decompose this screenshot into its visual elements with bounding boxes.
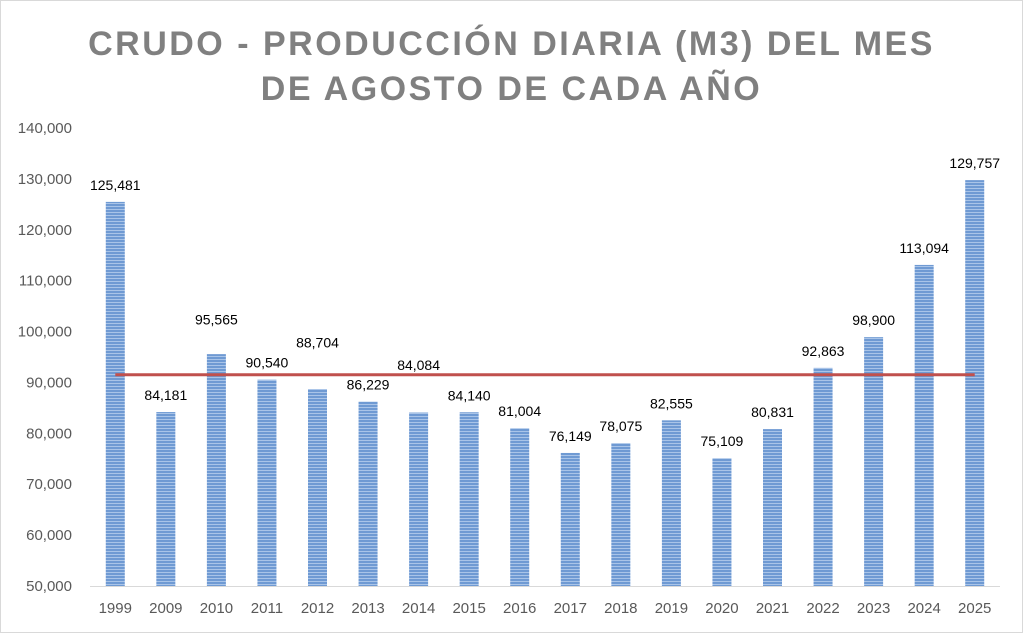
x-tick-label: 2019 bbox=[655, 600, 688, 617]
data-label: 129,757 bbox=[949, 155, 1000, 171]
data-label: 82,555 bbox=[650, 395, 693, 411]
data-label: 84,084 bbox=[397, 357, 440, 373]
chart-title-line-1: CRUDO - PRODUCCIÓN DIARIA (M3) DEL MES bbox=[88, 25, 935, 63]
data-labels: 125,481 84,181 95,565 90,540 88,704 86,229 84,… bbox=[90, 155, 1000, 449]
bar bbox=[409, 412, 429, 586]
data-label: 113,094 bbox=[899, 240, 949, 256]
bar bbox=[459, 412, 479, 586]
data-label: 95,565 bbox=[195, 311, 238, 327]
x-tick-label: 2015 bbox=[452, 600, 485, 617]
y-tick-label: 130,000 bbox=[18, 171, 72, 188]
data-label: 88,704 bbox=[296, 335, 339, 351]
data-label: 86,229 bbox=[347, 377, 390, 393]
x-tick-label: 2020 bbox=[705, 600, 738, 617]
data-label: 78,075 bbox=[599, 418, 642, 434]
y-tick-label: 120,000 bbox=[18, 222, 72, 239]
x-tick-label: 2014 bbox=[402, 600, 435, 617]
y-tick-label: 140,000 bbox=[18, 120, 72, 137]
data-label: 98,900 bbox=[852, 312, 895, 328]
x-tick-label: 1999 bbox=[99, 600, 132, 617]
x-axis: 1999 2009 2010 2011 2012 2013 2014 2015 2016 2017… bbox=[90, 586, 1000, 617]
x-tick-label: 2023 bbox=[857, 600, 890, 617]
x-tick-label: 2024 bbox=[907, 600, 940, 617]
bar bbox=[661, 420, 681, 586]
bar bbox=[914, 264, 934, 586]
chart-title: CRUDO - PRODUCCIÓN DIARIA (M3) DEL MES D… bbox=[0, 22, 1023, 112]
bar bbox=[206, 354, 226, 586]
bar bbox=[257, 379, 277, 586]
x-tick-label: 2016 bbox=[503, 600, 536, 617]
bar bbox=[308, 389, 327, 586]
bars bbox=[105, 180, 985, 587]
x-tick-label: 2010 bbox=[200, 600, 233, 617]
y-tick-label: 100,000 bbox=[18, 324, 72, 341]
bar bbox=[358, 401, 378, 586]
x-tick-label: 2021 bbox=[756, 600, 789, 617]
chart-title-line-2: DE AGOSTO DE CADA AÑO bbox=[260, 70, 763, 108]
data-label: 92,863 bbox=[802, 343, 845, 359]
data-label: 81,004 bbox=[498, 403, 541, 419]
x-tick-label: 2018 bbox=[604, 600, 637, 617]
bar bbox=[965, 180, 985, 586]
bar bbox=[864, 337, 884, 586]
x-tick-label: 2011 bbox=[251, 600, 283, 617]
data-label: 84,181 bbox=[144, 387, 187, 403]
data-label: 90,540 bbox=[246, 355, 289, 371]
x-tick-label: 2009 bbox=[149, 600, 182, 617]
x-tick-label: 2013 bbox=[351, 600, 384, 617]
bar bbox=[510, 428, 530, 586]
bar bbox=[813, 367, 833, 586]
data-label: 80,831 bbox=[751, 404, 794, 420]
y-axis: 50,000 60,000 70,000 80,000 90,000 100,000 110… bbox=[18, 120, 72, 595]
bar bbox=[156, 412, 176, 586]
y-tick-label: 80,000 bbox=[26, 425, 72, 442]
y-tick-label: 110,000 bbox=[19, 273, 72, 290]
bar bbox=[105, 201, 125, 587]
data-label: 76,149 bbox=[549, 428, 592, 444]
y-tick-label: 70,000 bbox=[26, 476, 72, 493]
x-tick-label: 2022 bbox=[806, 600, 839, 617]
y-tick-label: 50,000 bbox=[26, 578, 72, 595]
x-tick-label: 2025 bbox=[958, 600, 991, 617]
bar bbox=[611, 443, 631, 586]
y-tick-label: 60,000 bbox=[26, 527, 72, 544]
bar bbox=[763, 429, 782, 586]
data-label: 125,481 bbox=[90, 177, 141, 193]
data-label: 84,140 bbox=[448, 387, 491, 403]
y-tick-label: 90,000 bbox=[26, 374, 72, 391]
data-label: 75,109 bbox=[701, 433, 744, 449]
bar bbox=[712, 458, 732, 586]
x-tick-label: 2012 bbox=[301, 600, 334, 617]
bar bbox=[560, 452, 580, 586]
x-tick-label: 2017 bbox=[554, 600, 587, 617]
